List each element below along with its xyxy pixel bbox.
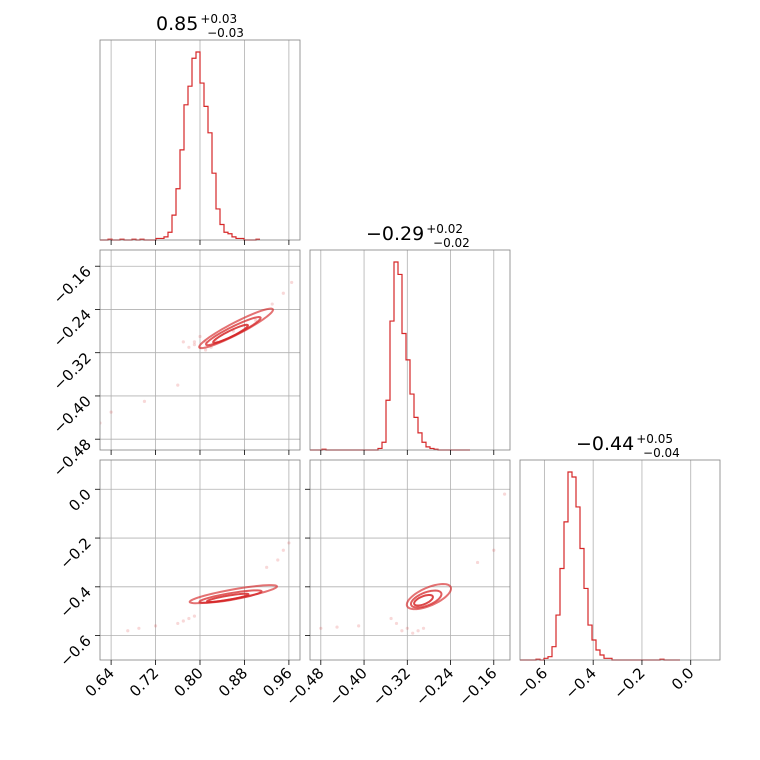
pair-0-point-7 bbox=[187, 345, 191, 349]
pair-2-point-8 bbox=[416, 629, 420, 633]
pair-2-contour-0 bbox=[413, 593, 434, 607]
ytick-label-1-0: −0.48 bbox=[50, 435, 95, 480]
param-1-title-minus: −0.02 bbox=[433, 236, 470, 250]
xtick-label-0-1: 0.72 bbox=[126, 664, 162, 700]
param-1-title-value: −0.29 bbox=[366, 223, 424, 245]
param-2-title: −0.44 +0.05 −0.04 bbox=[576, 432, 680, 460]
ticks-layer: 0.64 0.72 0.80 0.88 0.96−0.48−0.40−0.32−0.24… bbox=[50, 240, 698, 709]
pair-2-contour-1 bbox=[409, 589, 443, 609]
pair-2-point-7 bbox=[411, 631, 415, 635]
xtick-label-0-0: 0.64 bbox=[82, 664, 118, 700]
hist-panel-2 bbox=[519, 459, 721, 661]
xtick-label-2-2: −0.2 bbox=[610, 664, 648, 702]
param-1-title: −0.29 +0.02 −0.02 bbox=[366, 222, 470, 250]
pair-0-point-16 bbox=[290, 280, 294, 285]
titles-layer: 0.85 +0.03 −0.03−0.29 +0.02 −0.02−0.44 +0.05−… bbox=[156, 12, 680, 460]
pair-0-point-15 bbox=[281, 291, 285, 295]
pair-1-point-3 bbox=[176, 621, 180, 626]
pair-0-point-17 bbox=[192, 342, 197, 347]
pair-0-point-10 bbox=[198, 334, 202, 339]
pair-2-point-6 bbox=[405, 626, 409, 630]
pair-1-point-2 bbox=[153, 624, 158, 628]
xtick-label-0-2: 0.80 bbox=[170, 664, 206, 700]
xtick-label-1-2: −0.32 bbox=[369, 664, 414, 709]
ytick-label-2-0: −0.6 bbox=[56, 632, 94, 670]
pair-1-point-0 bbox=[126, 629, 130, 633]
param-0-title-plus: +0.03 bbox=[200, 12, 237, 26]
pair-1-point-4 bbox=[181, 619, 185, 623]
pair-0-marks bbox=[100, 280, 294, 425]
xtick-label-2-1: −0.4 bbox=[562, 664, 600, 702]
pair-2-point-5 bbox=[400, 629, 404, 633]
ytick-label-2-2: −0.2 bbox=[56, 534, 94, 572]
param-2-title-minus: −0.04 bbox=[643, 446, 680, 460]
pair-1-point-6 bbox=[192, 614, 197, 618]
pair-0-point-13 bbox=[253, 318, 258, 322]
histogram-0 bbox=[100, 51, 260, 241]
pair-1-contour-2 bbox=[188, 584, 279, 605]
frames-layer bbox=[99, 39, 721, 661]
pair-0-point-1 bbox=[109, 410, 113, 414]
pair-1-marks bbox=[126, 541, 291, 633]
pair-1-point-9 bbox=[287, 541, 291, 545]
pair-2-marks bbox=[319, 492, 507, 635]
pair-0-point-18 bbox=[203, 348, 208, 352]
pair-1-point-8 bbox=[276, 558, 280, 562]
xtick-label-0-3: 0.88 bbox=[215, 664, 251, 700]
ytick-label-1-4: −0.16 bbox=[50, 262, 95, 307]
pair-0-point-2 bbox=[142, 399, 147, 403]
xtick-label-2-0: −0.6 bbox=[513, 664, 551, 702]
param-2-title-value: −0.44 bbox=[576, 433, 634, 455]
param-0-title: 0.85 +0.03 −0.03 bbox=[156, 12, 244, 40]
pair-2-point-3 bbox=[389, 616, 393, 621]
xtick-label-1-1: −0.40 bbox=[326, 664, 371, 709]
ytick-label-1-3: −0.24 bbox=[50, 306, 95, 351]
pair-panel-2 bbox=[309, 459, 511, 661]
hist-panel-1 bbox=[309, 249, 511, 451]
pair-2-point-11 bbox=[492, 548, 496, 552]
pair-1-point-7 bbox=[265, 565, 269, 569]
ytick-label-1-2: −0.32 bbox=[50, 349, 95, 394]
pair-1-point-1 bbox=[137, 626, 141, 630]
param-0-title-minus: −0.03 bbox=[207, 26, 244, 40]
param-0-title-value: 0.85 bbox=[156, 13, 198, 35]
pair-0-contour-2 bbox=[198, 307, 275, 350]
pair-2-contour-2 bbox=[405, 583, 453, 611]
xtick-label-1-4: −0.16 bbox=[455, 664, 500, 709]
param-2-title-plus: +0.05 bbox=[636, 432, 673, 446]
histogram-1 bbox=[310, 261, 470, 451]
pair-0-point-9 bbox=[181, 340, 185, 344]
ytick-label-1-1: −0.40 bbox=[50, 392, 95, 437]
grid-layer bbox=[100, 40, 692, 660]
pair-2-point-0 bbox=[319, 626, 323, 630]
xtick-label-1-3: −0.24 bbox=[412, 664, 457, 709]
pair-2-point-1 bbox=[335, 625, 339, 629]
pair-1-point-5 bbox=[187, 616, 191, 621]
pair-1-point-10 bbox=[281, 548, 285, 552]
xtick-label-2-3: 0.0 bbox=[668, 664, 698, 694]
pair-2-point-9 bbox=[421, 626, 426, 630]
pair-0-point-3 bbox=[176, 383, 180, 387]
param-1-title-plus: +0.02 bbox=[426, 222, 463, 236]
pair-2-point-12 bbox=[502, 492, 507, 496]
pair-2-point-4 bbox=[394, 621, 399, 626]
ytick-label-2-1: −0.4 bbox=[56, 583, 94, 621]
pair-0-point-14 bbox=[270, 302, 274, 306]
ytick-label-2-3: 0.0 bbox=[65, 485, 95, 515]
pair-2-point-10 bbox=[475, 560, 480, 565]
pair-0-point-4 bbox=[192, 340, 197, 344]
pair-2-point-2 bbox=[357, 624, 361, 628]
marks-layer bbox=[100, 51, 680, 661]
